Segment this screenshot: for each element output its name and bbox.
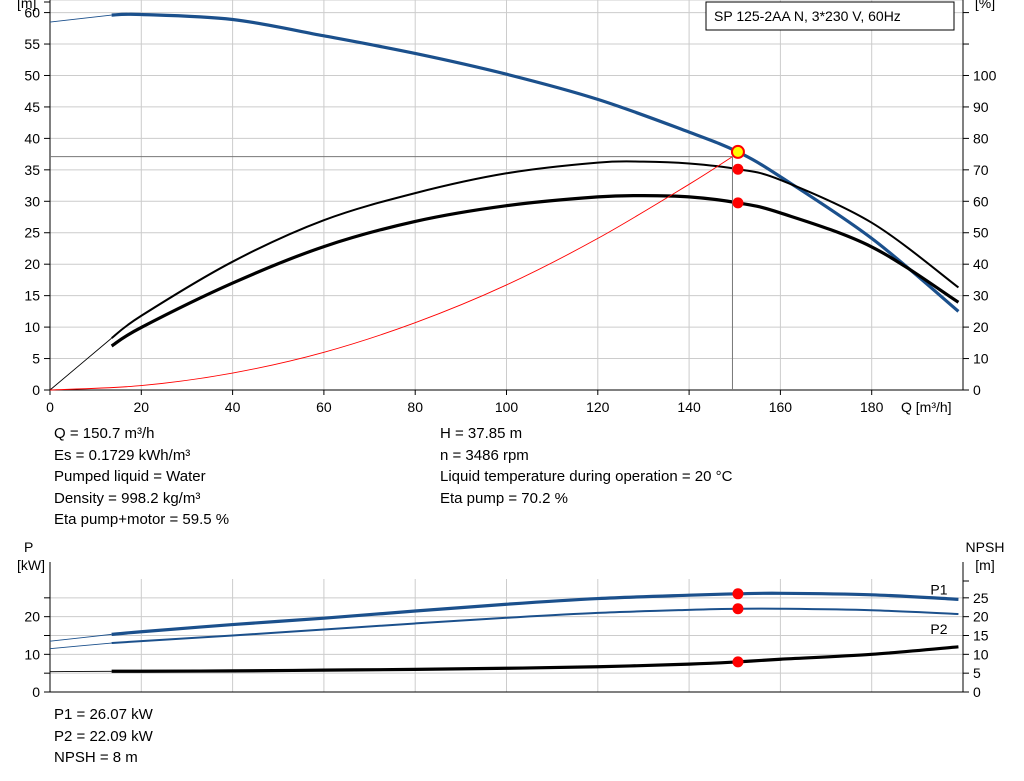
p0-xtick-label: 60 bbox=[316, 399, 332, 415]
p1-ylabel-left-name: P bbox=[24, 539, 33, 555]
duty-point-marker bbox=[730, 144, 745, 159]
info-h: H = 37.85 m bbox=[440, 425, 523, 442]
p1-ytick-right-label: 20 bbox=[973, 609, 989, 625]
p1-series-p2-leadin bbox=[49, 642, 112, 650]
p1-marker-1 bbox=[732, 603, 744, 615]
p0-series-3-line bbox=[49, 156, 733, 391]
p1-series-2-line bbox=[111, 645, 959, 673]
info-n: n = 3486 rpm bbox=[440, 446, 529, 464]
p0-xtick-label: 180 bbox=[860, 399, 884, 415]
p0-xtick-label: 20 bbox=[134, 399, 150, 415]
p0-ytick-left-label: 20 bbox=[24, 256, 40, 272]
p1-marker-0 bbox=[732, 588, 744, 600]
p0-ytick-left-label: 25 bbox=[24, 225, 40, 241]
p0-xtick-label: 100 bbox=[495, 399, 519, 415]
p0-xtick-label: 0 bbox=[46, 399, 54, 415]
p0-series-0-leadin bbox=[49, 14, 112, 23]
info-left: Q = 150.7 m³/h Es = 0.1729 kWh/m³ Pumped… bbox=[54, 423, 229, 531]
p0-ytick-right-label: 100 bbox=[973, 67, 997, 83]
p0-ytick-left-label: 40 bbox=[24, 130, 40, 146]
p0-ytick-right-label: 20 bbox=[973, 319, 989, 335]
p0-ytick-left-label: 30 bbox=[24, 193, 40, 209]
info-eta-pump-motor: Eta pump+motor = 59.5 % bbox=[54, 511, 230, 528]
p1-ytick-right-label: 5 bbox=[973, 665, 981, 681]
info-es: Es = 0.1729 kWh/m³ bbox=[54, 446, 191, 464]
p0-ylabel-right-unit: [%] bbox=[975, 0, 995, 11]
info-p1: P1 = 26.07 kW bbox=[54, 706, 153, 723]
p1-ylabel-left-unit: [kW] bbox=[17, 557, 45, 573]
p0-ytick-right-label: 40 bbox=[973, 256, 989, 272]
p0-ytick-right-label: 60 bbox=[973, 193, 989, 209]
p1-ytick-right-label: 0 bbox=[973, 684, 981, 700]
p0-xtick-label: 120 bbox=[586, 399, 610, 415]
p1-series-p1-leadin bbox=[49, 633, 112, 642]
p0-xtick-label: 80 bbox=[407, 399, 423, 415]
p1-series-p2-line bbox=[111, 607, 959, 645]
p0-ylabel-left-unit: [m] bbox=[17, 0, 36, 11]
info-npsh: NPSH = 8 m bbox=[54, 749, 138, 766]
p0-ytick-right-label: 80 bbox=[973, 130, 989, 146]
p0-ytick-left-label: 45 bbox=[24, 99, 40, 115]
p0-ytick-left-label: 5 bbox=[32, 351, 40, 367]
p0-series-1-leadin bbox=[49, 337, 112, 391]
p0-ytick-right-label: 50 bbox=[973, 225, 989, 241]
p0-ytick-left-label: 0 bbox=[32, 382, 40, 398]
p1-series-label-p2: P2 bbox=[930, 621, 947, 637]
p0-ytick-left-label: 10 bbox=[24, 319, 40, 335]
info-q: Q = 150.7 m³/h bbox=[54, 425, 155, 442]
p0-ytick-right-label: 70 bbox=[973, 162, 989, 178]
info-right: H = 37.85 m n = 3486 rpm Liquid temperat… bbox=[440, 423, 732, 509]
x-axis-label: Q [m³/h] bbox=[901, 399, 952, 415]
p0-series-0-line bbox=[111, 12, 960, 313]
p0-marker-0 bbox=[732, 163, 744, 175]
p0-xtick-label: 160 bbox=[769, 399, 793, 415]
p1-ytick-left-label: 0 bbox=[32, 684, 40, 700]
p1-ylabel-right-unit: [m] bbox=[975, 557, 994, 573]
p1-series-label-p1: P1 bbox=[930, 581, 947, 597]
p1-ytick-right-label: 10 bbox=[973, 646, 989, 662]
p0-ytick-left-label: 50 bbox=[24, 67, 40, 83]
p1-ytick-left-label: 20 bbox=[24, 609, 40, 625]
p0-series-1-line bbox=[111, 160, 960, 339]
p0-ytick-right-label: 10 bbox=[973, 351, 989, 367]
p0-series-2-line bbox=[110, 193, 960, 348]
info-density: Density = 998.2 kg/m³ bbox=[54, 489, 201, 507]
info-p2: P2 = 22.09 kW bbox=[54, 727, 153, 745]
legend-box-text: SP 125-2AA N, 3*230 V, 60Hz bbox=[714, 8, 901, 24]
p0-xtick-label: 140 bbox=[677, 399, 701, 415]
p0-ytick-right-label: 90 bbox=[973, 99, 989, 115]
info-temp: Liquid temperature during operation = 20… bbox=[440, 468, 733, 485]
p0-ytick-left-label: 60 bbox=[24, 5, 40, 21]
p1-series-p1-line bbox=[111, 591, 959, 636]
info-bottom: P1 = 26.07 kW P2 = 22.09 kW NPSH = 8 m bbox=[54, 704, 153, 769]
p1-ytick-left-label: 10 bbox=[24, 646, 40, 662]
p0-ytick-left-label: 35 bbox=[24, 162, 40, 178]
p1-marker-2 bbox=[732, 656, 744, 668]
p0-ytick-right-label: 30 bbox=[973, 288, 989, 304]
p0-xtick-label: 40 bbox=[225, 399, 241, 415]
p0-ytick-left-label: 55 bbox=[24, 36, 40, 52]
p1-ylabel-right-name: NPSH bbox=[966, 539, 1005, 555]
p1-ytick-right-label: 15 bbox=[973, 628, 989, 644]
p1-ytick-right-label: 25 bbox=[973, 590, 989, 606]
p0-ytick-left-label: 15 bbox=[24, 288, 40, 304]
info-eta-pump: Eta pump = 70.2 % bbox=[440, 489, 568, 507]
p0-marker-1 bbox=[732, 197, 744, 209]
p0-ytick-right-label: 0 bbox=[973, 382, 981, 398]
legend-box bbox=[705, 1, 955, 31]
info-liquid: Pumped liquid = Water bbox=[54, 468, 206, 485]
